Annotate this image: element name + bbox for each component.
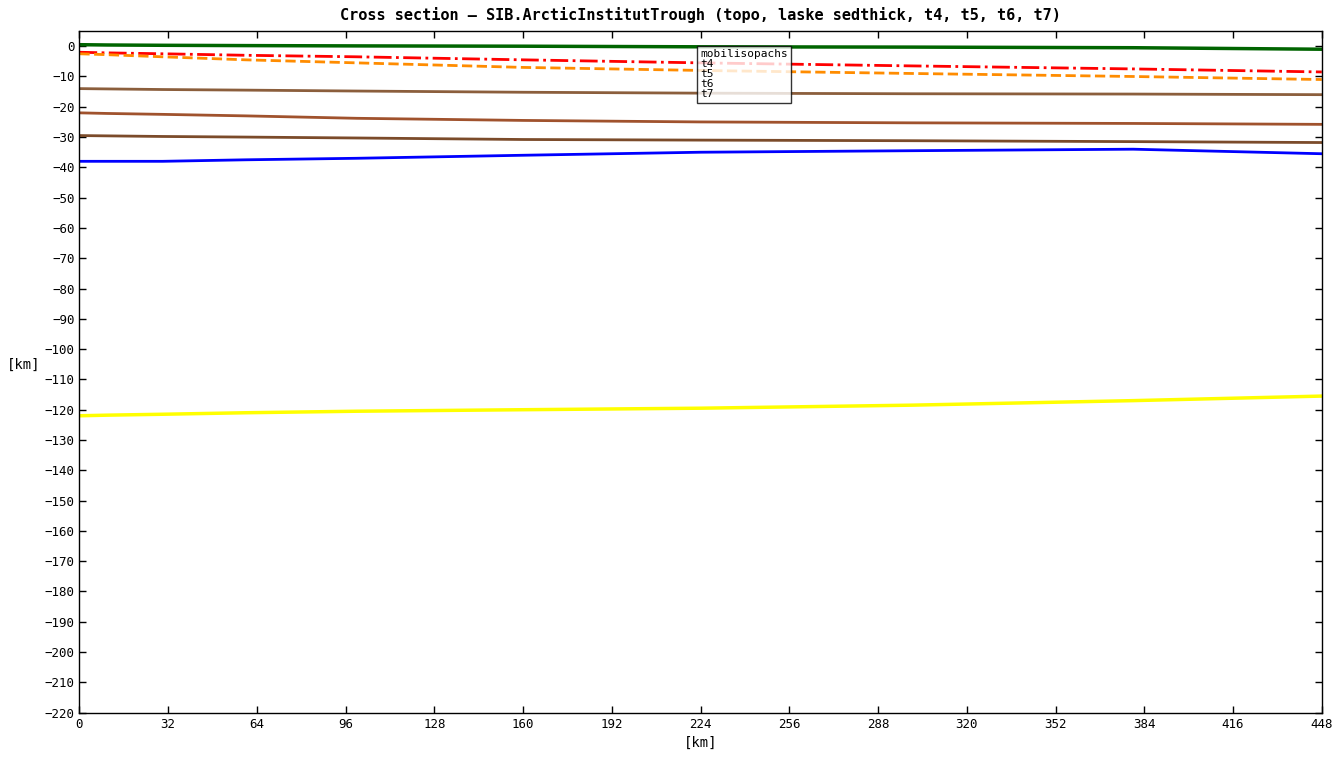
X-axis label: [km]: [km] bbox=[683, 736, 717, 750]
Legend: mobilisopachs, t4, t5, t6, t7: mobilisopachs, t4, t5, t6, t7 bbox=[697, 46, 792, 103]
Y-axis label: [km]: [km] bbox=[7, 358, 40, 372]
Title: Cross section – SIB.ArcticInstitutTrough (topo, laske sedthick, t4, t5, t6, t7): Cross section – SIB.ArcticInstitutTrough… bbox=[340, 7, 1061, 23]
